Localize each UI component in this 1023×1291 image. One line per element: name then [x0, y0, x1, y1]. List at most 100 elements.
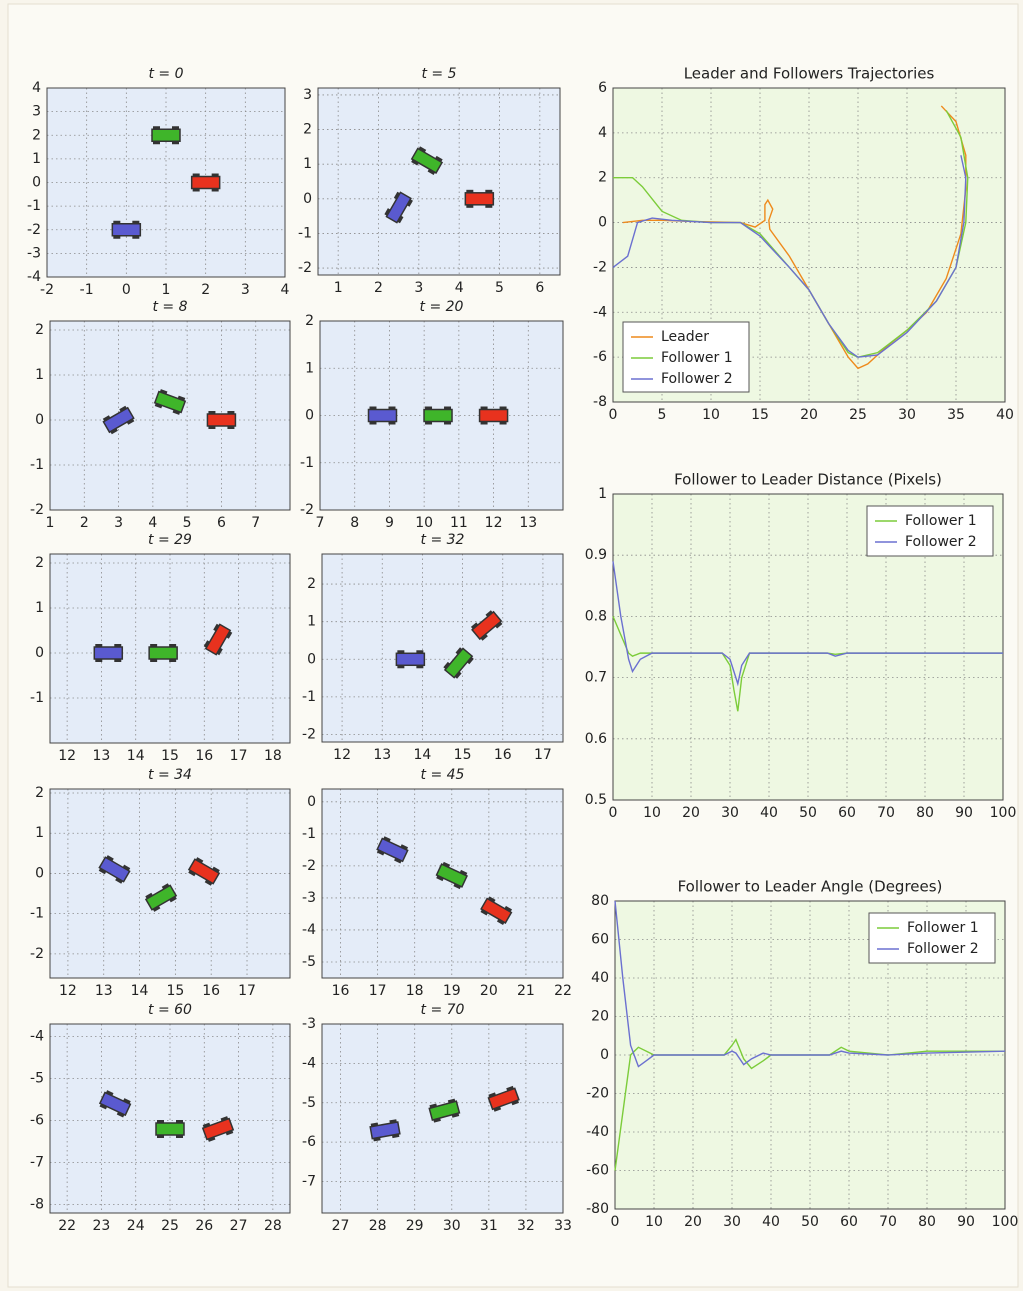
y-tick-label: -2 — [302, 858, 316, 874]
chart-title: t = 45 — [421, 767, 465, 783]
robot — [480, 407, 508, 425]
y-tick-label: 0 — [600, 1047, 609, 1063]
y-tick-label: -5 — [30, 1071, 44, 1087]
x-tick-label: 20 — [682, 805, 700, 821]
y-tick-label: -2 — [302, 726, 316, 742]
x-tick-label: 17 — [534, 747, 552, 763]
x-tick-label: 40 — [996, 407, 1014, 423]
robot — [424, 407, 452, 425]
x-tick-label: 15 — [454, 747, 472, 763]
legend-label: Follower 2 — [907, 941, 979, 957]
y-tick-label: -7 — [30, 1155, 44, 1171]
x-tick-label: 17 — [369, 983, 387, 999]
y-tick-label: -1 — [298, 225, 312, 241]
y-tick-label: -3 — [302, 1016, 316, 1032]
x-tick-label: 25 — [161, 1218, 179, 1234]
x-tick-label: 13 — [93, 748, 111, 764]
y-tick-label: -4 — [302, 1055, 316, 1071]
plot-area — [50, 789, 290, 978]
chart-title: t = 60 — [148, 1002, 192, 1018]
chart-title: Leader and Followers Trajectories — [684, 65, 935, 83]
y-tick-label: 1 — [598, 486, 607, 502]
y-tick-label: -2 — [300, 502, 314, 518]
y-tick-label: -60 — [586, 1163, 609, 1179]
x-tick-label: 31 — [480, 1218, 498, 1234]
y-tick-label: -80 — [586, 1201, 609, 1217]
y-tick-label: -2 — [27, 222, 41, 238]
y-tick-label: 0.9 — [585, 547, 607, 563]
y-tick-label: 2 — [35, 322, 44, 338]
x-tick-label: 14 — [127, 748, 145, 764]
x-tick-label: 0 — [609, 407, 618, 423]
y-tick-label: -2 — [30, 946, 44, 962]
x-tick-label: 28 — [264, 1218, 282, 1234]
y-tick-label: 0.8 — [585, 608, 607, 624]
x-tick-label: 3 — [114, 515, 123, 531]
x-tick-label: 26 — [195, 1218, 213, 1234]
y-tick-label: -7 — [302, 1174, 316, 1190]
y-tick-label: -3 — [27, 245, 41, 261]
x-tick-label: 30 — [721, 805, 739, 821]
x-tick-label: 2 — [201, 282, 210, 298]
y-tick-label: 2 — [305, 313, 314, 329]
chart-title: t = 5 — [421, 66, 456, 82]
y-tick-label: -2 — [30, 502, 44, 518]
x-tick-label: 22 — [554, 983, 572, 999]
x-tick-label: 50 — [801, 1214, 819, 1230]
x-tick-label: 70 — [879, 1214, 897, 1230]
legend-label: Follower 2 — [905, 534, 977, 550]
x-tick-label: 50 — [799, 805, 817, 821]
y-tick-label: -5 — [302, 1095, 316, 1111]
y-tick-label: 2 — [35, 555, 44, 571]
x-tick-label: 10 — [645, 1214, 663, 1230]
x-tick-label: 16 — [332, 983, 350, 999]
chart-title: t = 34 — [148, 767, 192, 783]
chart-title: t = 70 — [421, 1002, 465, 1018]
x-tick-label: 40 — [762, 1214, 780, 1230]
y-tick-label: 1 — [307, 614, 316, 630]
x-tick-label: 30 — [443, 1218, 461, 1234]
y-tick-label: 1 — [32, 151, 41, 167]
robot — [192, 174, 220, 192]
x-tick-label: 15 — [166, 983, 184, 999]
y-tick-label: -4 — [30, 1029, 44, 1045]
robot — [156, 1120, 184, 1138]
y-tick-label: 0.6 — [585, 731, 607, 747]
y-tick-label: 2 — [35, 785, 44, 801]
x-tick-label: 25 — [849, 407, 867, 423]
y-tick-label: -4 — [302, 922, 316, 938]
x-tick-label: 24 — [127, 1218, 145, 1234]
y-tick-label: -1 — [302, 826, 316, 842]
x-tick-label: 13 — [519, 515, 537, 531]
x-tick-label: -1 — [80, 282, 94, 298]
x-tick-label: 40 — [760, 805, 778, 821]
x-tick-label: 12 — [59, 983, 77, 999]
x-tick-label: 5 — [495, 280, 504, 296]
y-tick-label: 0.5 — [585, 792, 607, 808]
y-tick-label: 60 — [591, 932, 609, 948]
y-tick-label: 1 — [35, 367, 44, 383]
y-tick-label: 6 — [598, 80, 607, 96]
robot — [152, 126, 180, 144]
x-tick-label: 90 — [957, 1214, 975, 1230]
x-tick-label: 4 — [455, 280, 464, 296]
chart-title: t = 29 — [148, 532, 192, 548]
y-tick-label: 0 — [307, 794, 316, 810]
y-tick-label: 2 — [598, 170, 607, 186]
x-tick-label: 12 — [485, 515, 503, 531]
y-tick-label: 80 — [591, 893, 609, 909]
x-tick-label: 17 — [238, 983, 256, 999]
x-tick-label: 30 — [898, 407, 916, 423]
x-tick-label: 90 — [955, 805, 973, 821]
chart-title: t = 8 — [152, 299, 187, 315]
x-tick-label: 5 — [658, 407, 667, 423]
x-tick-label: 20 — [684, 1214, 702, 1230]
x-tick-label: 14 — [414, 747, 432, 763]
robot — [396, 650, 424, 668]
x-tick-label: 1 — [46, 515, 55, 531]
x-tick-label: 0 — [609, 805, 618, 821]
y-tick-label: 0 — [305, 408, 314, 424]
x-tick-label: 29 — [406, 1218, 424, 1234]
x-tick-label: 13 — [373, 747, 391, 763]
y-tick-label: 0 — [307, 651, 316, 667]
